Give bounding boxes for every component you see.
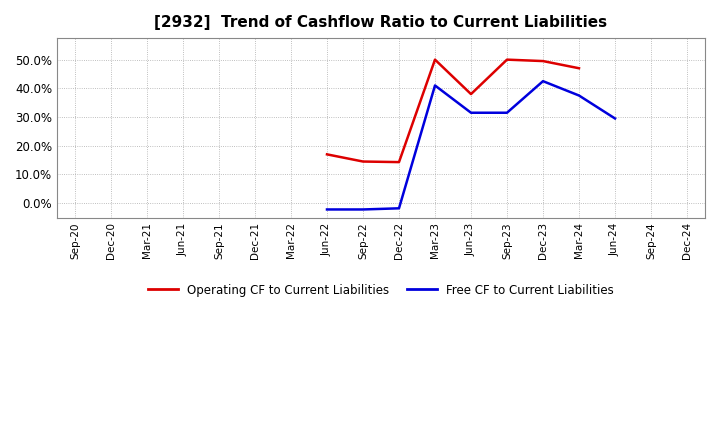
Legend: Operating CF to Current Liabilities, Free CF to Current Liabilities: Operating CF to Current Liabilities, Fre…	[143, 279, 618, 301]
Title: [2932]  Trend of Cashflow Ratio to Current Liabilities: [2932] Trend of Cashflow Ratio to Curren…	[154, 15, 608, 30]
